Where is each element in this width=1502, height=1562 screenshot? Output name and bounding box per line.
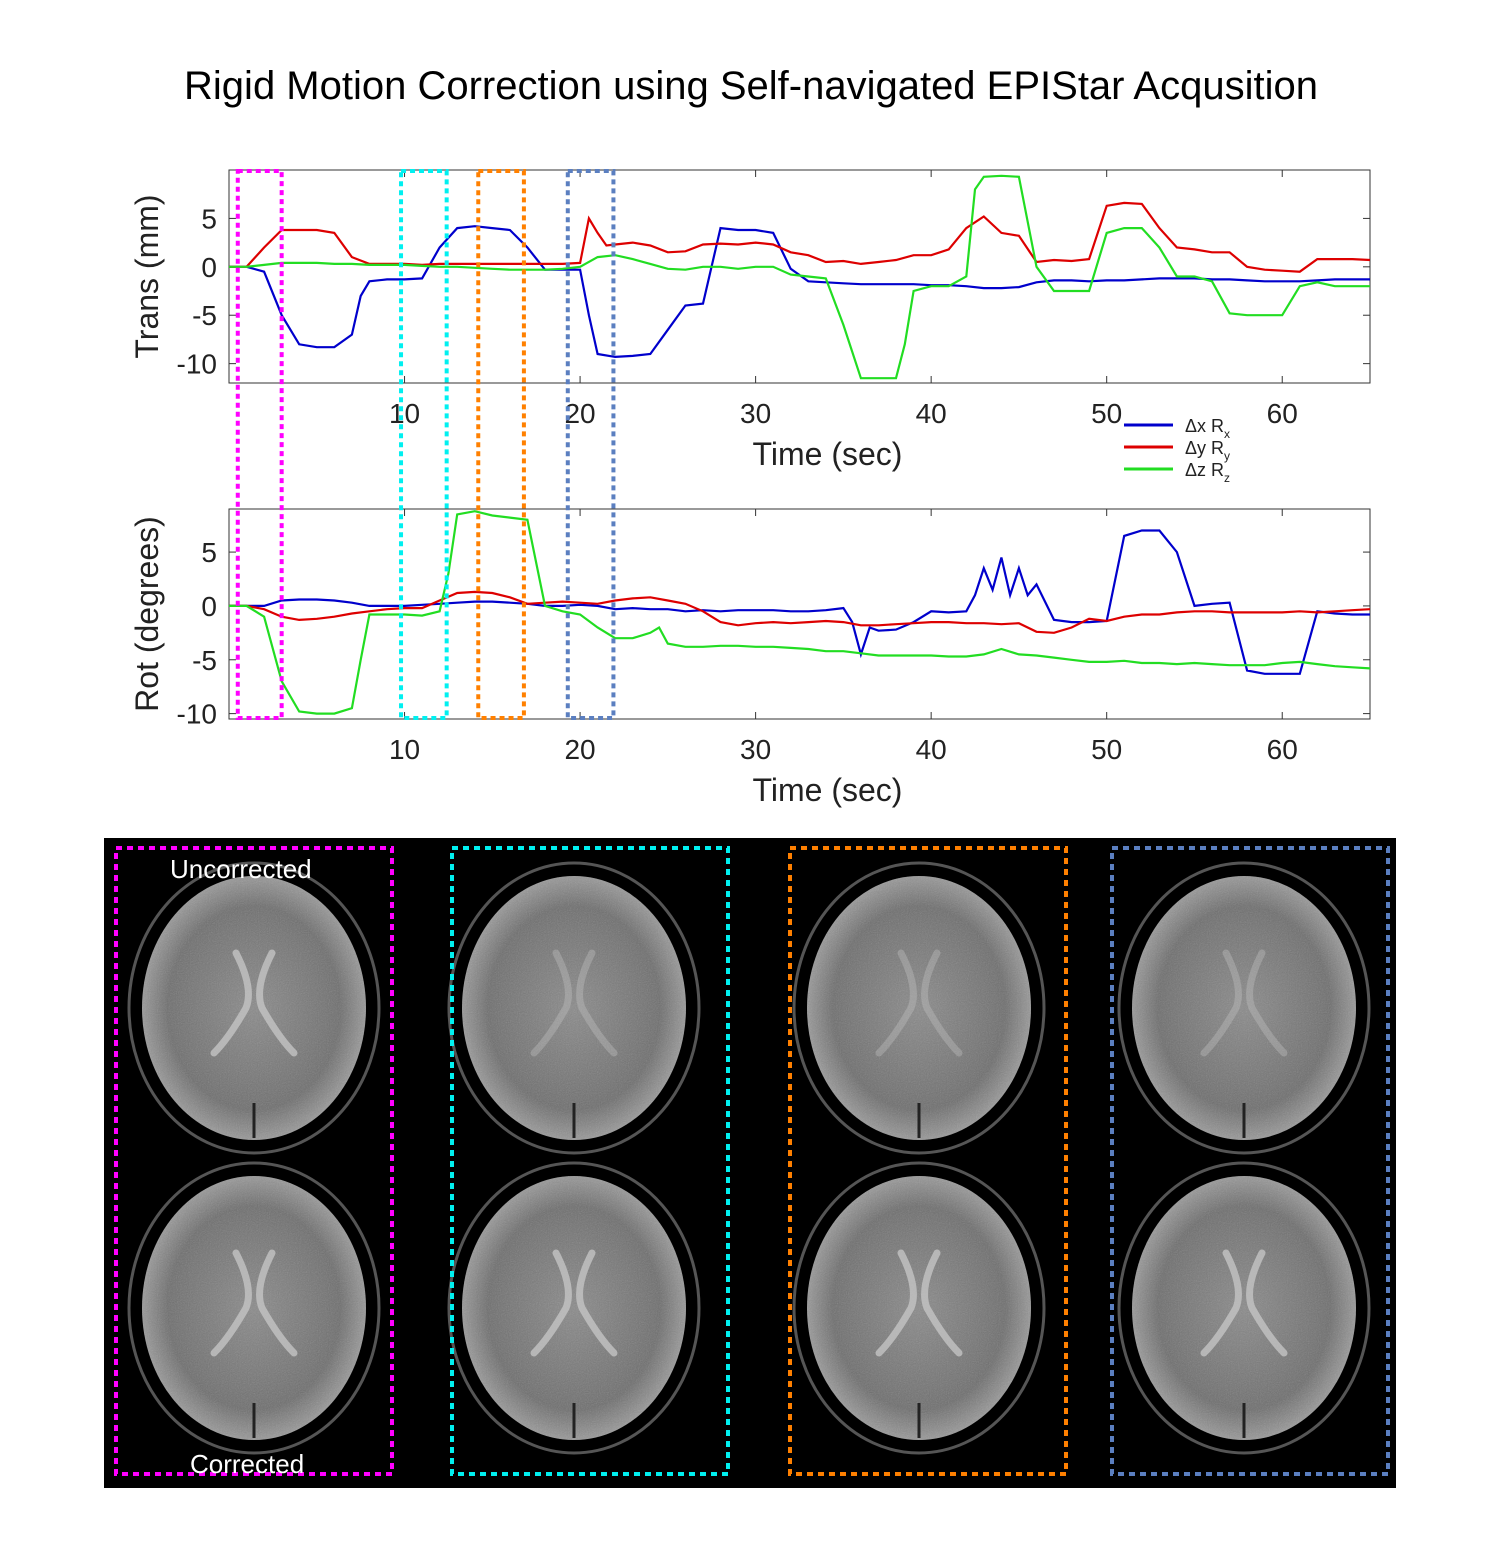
x-tick-label: 60 [1267, 398, 1298, 429]
x-tick-label: 40 [916, 398, 947, 429]
x-tick-label: 60 [1267, 734, 1298, 765]
y-tick-label: 0 [201, 252, 217, 283]
x-tick-label: 50 [1091, 398, 1122, 429]
plot-frame [228, 508, 1371, 720]
frame-2 [788, 846, 1068, 1476]
uncorrected-label: Uncorrected [170, 854, 312, 884]
brain-slice [1117, 1161, 1371, 1455]
legend-entry-Δz: Δz Rz [1185, 460, 1230, 485]
x-tick-label: 30 [740, 398, 771, 429]
y-tick-label: 5 [201, 537, 217, 568]
brain-slice [447, 861, 701, 1155]
frame-3 [1110, 846, 1390, 1476]
figure-title: Rigid Motion Correction using Self-navig… [184, 64, 1318, 108]
x-tick-label: 50 [1091, 734, 1122, 765]
highlight-window-orange [476, 169, 526, 720]
x-tick-label: 10 [389, 734, 420, 765]
y-tick-label: -10 [177, 699, 217, 730]
x-axis-label: Time (sec) [753, 436, 903, 472]
x-tick-label: 20 [564, 734, 595, 765]
brain-slice [792, 861, 1046, 1155]
series-line-Ry [229, 590, 1370, 634]
legend-entry-Δx: Δx Rx [1185, 416, 1230, 441]
brain-images [114, 846, 1390, 1476]
series-line-Δz [229, 174, 1370, 380]
highlight-window-cyan [399, 169, 449, 720]
y-tick-label: 0 [201, 591, 217, 622]
frame-0 [114, 846, 394, 1476]
y-tick-label: -5 [192, 645, 217, 676]
x-tick-label: 30 [740, 734, 771, 765]
brain-image-panel: Uncorrected Corrected [104, 838, 1396, 1488]
y-tick-label: -5 [192, 300, 217, 331]
series-line-Δy [229, 201, 1370, 273]
highlight-windows [235, 169, 616, 720]
series-line-Rz [229, 510, 1370, 715]
y-axis-label: Trans (mm) [129, 194, 165, 358]
brain-slice [127, 861, 381, 1155]
y-tick-label: -10 [177, 349, 217, 380]
series-line-Rx [229, 529, 1370, 675]
y-tick-label: 5 [201, 203, 217, 234]
x-tick-label: 40 [916, 734, 947, 765]
x-tick-label: 10 [389, 398, 420, 429]
x-axis-label: Time (sec) [753, 772, 903, 808]
frame-1 [450, 846, 730, 1476]
brain-slice [792, 1161, 1046, 1455]
corrected-label: Corrected [190, 1449, 305, 1479]
x-tick-label: 20 [564, 398, 595, 429]
brain-slice [1117, 861, 1371, 1155]
y-axis-label: Rot (degrees) [129, 516, 165, 712]
brain-slice [127, 1161, 381, 1455]
highlight-window-blue [565, 169, 616, 720]
legend-entry-Δy: Δy Ry [1185, 438, 1230, 463]
highlight-window-magenta [235, 169, 284, 720]
brain-slice [447, 1161, 701, 1455]
series-line-Δx [229, 225, 1370, 359]
